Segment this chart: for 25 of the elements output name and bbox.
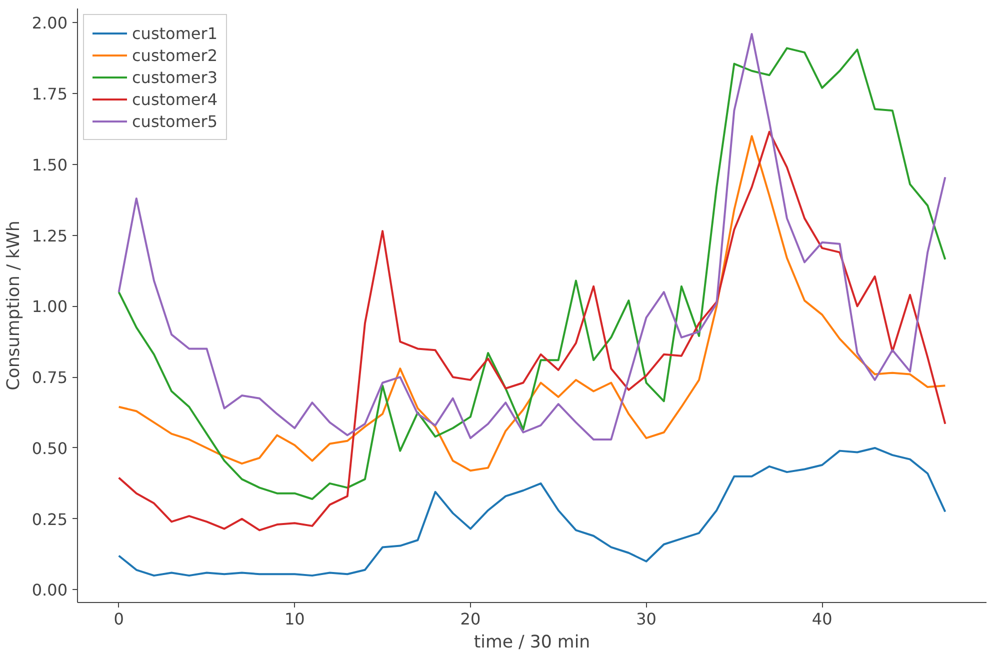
y-tick-label: 0.25 [32, 510, 68, 529]
y-tick-label: 0.75 [32, 368, 68, 388]
legend-label: customer1 [132, 24, 218, 42]
line-series [118, 130, 946, 532]
legend-label: customer2 [132, 46, 218, 64]
line-series [118, 135, 946, 472]
y-tick-label: 1.50 [32, 155, 68, 174]
y-tick-label: 1.75 [32, 84, 68, 104]
x-tick-label: 20 [460, 610, 481, 628]
legend-label: customer5 [132, 112, 218, 130]
y-tick-label: 0.50 [32, 438, 68, 458]
y-tick-label: 1.00 [32, 297, 68, 316]
x-axis-title: time / 30 min [474, 632, 590, 652]
line-series [118, 47, 946, 500]
y-tick-label: 2.00 [32, 14, 68, 33]
legend-label: customer4 [132, 90, 218, 108]
line-series [118, 446, 946, 577]
x-tick-label: 10 [284, 610, 305, 628]
x-tick-label: 30 [636, 610, 656, 628]
y-tick-label: 0.00 [32, 580, 68, 600]
x-tick-label: 0 [114, 610, 124, 628]
y-axis-title: Consumption / kWh [4, 220, 24, 390]
y-tick-label: 1.25 [32, 226, 68, 246]
legend-label: customer3 [132, 68, 218, 86]
x-tick-label: 40 [812, 610, 832, 628]
